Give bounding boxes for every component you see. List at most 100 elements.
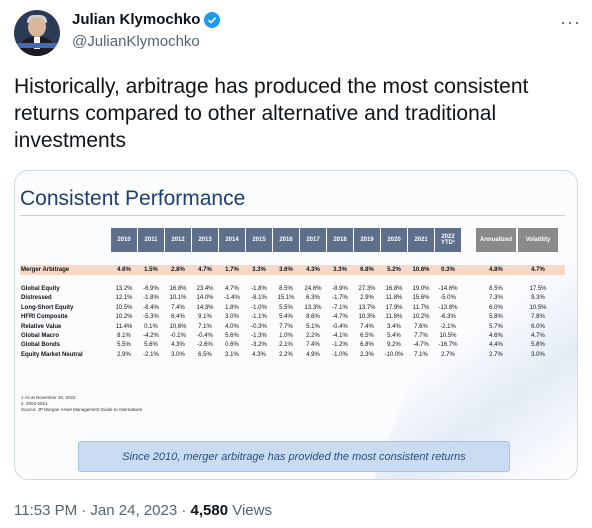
table-cell: -4.7% — [332, 314, 348, 321]
row-label: Global Bonds — [21, 342, 60, 349]
year-header: 2013 — [192, 228, 218, 252]
table-cell: 1.7% — [225, 267, 239, 273]
table-cell: 9.1% — [198, 314, 212, 321]
year-header: 2022 YTD¹ — [435, 228, 461, 252]
table-cell: -10.0% — [384, 351, 404, 358]
row-label: Merger Arbitrage — [21, 267, 70, 273]
year-header: 2016 — [273, 228, 299, 252]
table-cell: 4.3% — [171, 342, 185, 349]
table-cell: 5.4% — [279, 314, 293, 321]
table-cell: 11.4% — [115, 323, 133, 330]
table-cell: -1.4% — [224, 295, 240, 302]
table-cell: 15.1% — [277, 295, 295, 302]
table-cell: 10.5% — [115, 304, 133, 311]
table-cell: -7.1% — [332, 304, 348, 311]
avatar[interactable] — [14, 10, 60, 56]
author-handle[interactable]: @JulianKlymochko — [72, 33, 200, 50]
table-cell: 6.0% — [489, 304, 503, 311]
table-cell: 11.8% — [385, 314, 403, 321]
row-label: Global Equity — [21, 286, 60, 292]
footnote: 2. 2002-2021 — [21, 401, 48, 406]
table-cell: 6.0% — [531, 323, 545, 330]
footnote: 1 As at November 30, 2022 — [21, 395, 76, 400]
table-cell: -8.9% — [332, 286, 348, 292]
table-cell: 4.7% — [531, 333, 545, 339]
table-cell: 2.1% — [279, 342, 293, 349]
table-cell: 4.8% — [489, 267, 503, 273]
table-cell: 3.0% — [225, 314, 239, 321]
table-cell: 4.0% — [225, 323, 239, 330]
tweet-image[interactable]: Consistent Performance 2010 2011 2012 2013 2… — [14, 170, 578, 480]
table-cell: 7.3% — [489, 295, 503, 302]
table-cell: 16.8% — [169, 286, 187, 292]
views-count[interactable]: 4,580 — [190, 502, 229, 519]
year-header: 2017 — [300, 228, 326, 252]
table-cell: -1.2% — [332, 342, 348, 349]
table-cell: -8.1% — [251, 295, 267, 302]
author-name[interactable]: Julian Klymochko — [72, 11, 201, 28]
table-cell: 8.5% — [489, 286, 503, 292]
views-label: Views — [228, 502, 272, 519]
table-cell: -8.4% — [143, 304, 159, 311]
table-cell: 14.0% — [196, 295, 214, 302]
verified-badge-icon — [204, 12, 220, 28]
table-cell: 8.1% — [117, 333, 131, 339]
table-cell: 2.2% — [306, 333, 320, 339]
year-header: 2021 — [408, 228, 434, 252]
table-cell: 5.1% — [306, 323, 320, 330]
table-cell: 13.3% — [304, 304, 322, 311]
table-cell: 3.0% — [531, 351, 545, 358]
table-cell: 9.2% — [387, 342, 401, 349]
table-cell: -16.7% — [438, 342, 458, 349]
table-cell: 2.9% — [360, 295, 374, 302]
table-cell: 6.8% — [360, 342, 374, 349]
table-cell: -5.3% — [143, 314, 159, 321]
table-cell: 1.5% — [144, 267, 158, 273]
table-cell: 4.9% — [306, 351, 320, 358]
table-cell: 5.2% — [387, 267, 401, 273]
callout-box: Since 2010, merger arbitrage has provide… — [78, 441, 510, 472]
table-cell: 5.7% — [489, 323, 503, 330]
tweet-meta: 11:53 PM · Jan 24, 2023 · 4,580 Views — [14, 502, 272, 519]
table-cell: -1.3% — [251, 333, 267, 339]
table-cell: 7.4% — [360, 323, 374, 330]
table-cell: -1.0% — [332, 351, 348, 358]
table-cell: 5.8% — [531, 342, 545, 349]
table-cell: 2.2% — [279, 351, 293, 358]
table-cell: 1.8% — [225, 304, 239, 311]
year-header: 2020 — [381, 228, 407, 252]
table-cell: 7.7% — [279, 323, 293, 330]
table-cell: 3.3% — [333, 267, 347, 273]
table-cell: 10.2% — [412, 314, 430, 321]
table-cell: 13.2% — [115, 286, 133, 292]
table-cell: 7.7% — [414, 333, 428, 339]
year-header: 2018 — [327, 228, 353, 252]
row-label: Relative Value — [21, 323, 62, 330]
timestamp[interactable]: 11:53 PM · Jan 24, 2023 · — [14, 502, 191, 519]
table-cell: 5.6% — [144, 342, 158, 349]
table-cell: 6.4% — [171, 314, 185, 321]
row-label: HFRI Composite — [21, 314, 68, 321]
table-cell: 5.8% — [489, 314, 503, 321]
table-cell: 2.7% — [489, 351, 503, 358]
table-cell: 6.8% — [360, 267, 374, 273]
table-cell: 7.1% — [414, 351, 428, 358]
table-cell: 2.3% — [360, 351, 374, 358]
row-label: Equity Market Neutral — [21, 351, 83, 358]
table-cell: 10.3% — [358, 314, 376, 321]
year-header: 2014 — [219, 228, 245, 252]
table-cell: 4.7% — [531, 267, 545, 273]
table-cell: 3.4% — [387, 323, 401, 330]
table-cell: 24.6% — [304, 286, 322, 292]
table-cell: 16.8% — [385, 286, 403, 292]
title-divider — [20, 215, 565, 216]
more-options-icon[interactable]: ··· — [560, 12, 581, 32]
table-cell: 3.0% — [171, 351, 185, 358]
table-cell: -0.4% — [332, 323, 348, 330]
table-cell: 2.9% — [117, 351, 131, 358]
table-cell: 12.1% — [115, 295, 133, 302]
table-cell: 11.8% — [385, 295, 403, 302]
table-cell: 23.4% — [196, 286, 214, 292]
table-cell: -2.6% — [197, 342, 213, 349]
table-cell: 11.7% — [412, 304, 430, 311]
